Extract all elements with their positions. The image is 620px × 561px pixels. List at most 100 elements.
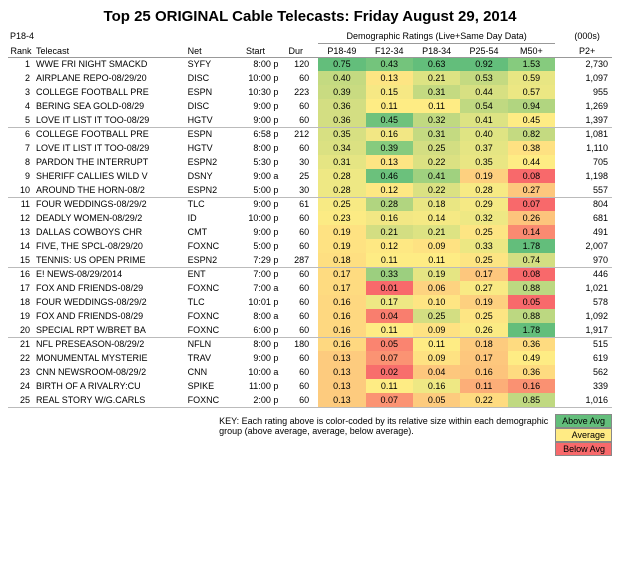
table-row: 4BERING SEA GOLD-08/29DISC9:00 p600.360.… [8, 99, 612, 113]
cell: 0.06 [413, 281, 460, 295]
cell: 0.18 [460, 337, 507, 351]
cell: 10 [8, 183, 34, 197]
cell: 10:00 a [231, 365, 281, 379]
cell: NFLN [186, 337, 231, 351]
table-row: 22MONUMENTAL MYSTERIETRAV9:00 p600.130.0… [8, 351, 612, 365]
cell: 0.25 [318, 197, 365, 211]
cell [311, 393, 318, 407]
cell: 8:00 p [231, 337, 281, 351]
table-row: 13DALLAS COWBOYS CHRCMT9:00 p600.190.210… [8, 225, 612, 239]
cell: 0.12 [366, 183, 413, 197]
cell: 0.08 [508, 169, 555, 183]
cell: 0.09 [413, 351, 460, 365]
cell: 619 [562, 351, 612, 365]
cell: 8 [8, 155, 34, 169]
cell: 2,730 [562, 57, 612, 71]
cell: 557 [562, 183, 612, 197]
cell: 212 [280, 127, 311, 141]
cell: 7:00 a [231, 281, 281, 295]
cell: 1,397 [562, 113, 612, 127]
cell: 5 [8, 113, 34, 127]
table-row: 18FOUR WEDDINGS-08/29/2TLC10:01 p600.160… [8, 295, 612, 309]
cell: 0.45 [366, 113, 413, 127]
cell: FOX AND FRIENDS-08/29 [34, 309, 186, 323]
cell: 0.19 [318, 225, 365, 239]
cell: 0.74 [508, 253, 555, 267]
cell: 0.14 [413, 211, 460, 225]
table-row: 9SHERIFF CALLIES WILD VDSNY9:00 a250.280… [8, 169, 612, 183]
col-net: Net [186, 43, 231, 57]
cell [311, 127, 318, 141]
cell: 0.23 [318, 211, 365, 225]
cell: 0.46 [366, 169, 413, 183]
legend-below: Below Avg [555, 442, 612, 456]
cell [555, 309, 562, 323]
cell: 0.85 [508, 393, 555, 407]
cell: 9 [8, 169, 34, 183]
cell: SPECIAL RPT W/BRET BA [34, 323, 186, 337]
col-p2554: P25-54 [460, 43, 507, 57]
cell: 0.07 [366, 351, 413, 365]
cell: 60 [280, 295, 311, 309]
cell: 6 [8, 127, 34, 141]
cell: 22 [8, 351, 34, 365]
cell: REAL STORY W/G.CARLS [34, 393, 186, 407]
cell: LOVE IT LIST IT TOO-08/29 [34, 113, 186, 127]
cell: 6:58 p [231, 127, 281, 141]
cell: 12 [8, 211, 34, 225]
table-row: 1WWE FRI NIGHT SMACKDSYFY8:00 p1200.750.… [8, 57, 612, 71]
cell: 0.49 [508, 351, 555, 365]
cell: ESPN2 [186, 183, 231, 197]
cell: 0.33 [366, 267, 413, 281]
cell: 0.09 [413, 323, 460, 337]
cell: NFL PRESEASON-08/29/2 [34, 337, 186, 351]
cell: 5:00 p [231, 239, 281, 253]
cell: 10:30 p [231, 85, 281, 99]
cell [311, 183, 318, 197]
table-row: 19FOX AND FRIENDS-08/29FOXNC8:00 a600.16… [8, 309, 612, 323]
cell: 0.40 [318, 71, 365, 85]
cell [555, 295, 562, 309]
cell: 0.88 [508, 281, 555, 295]
cell: 804 [562, 197, 612, 211]
cell: CNN NEWSROOM-08/29/2 [34, 365, 186, 379]
cell: 0.11 [366, 379, 413, 393]
cell: 0.07 [366, 393, 413, 407]
cell: ENT [186, 267, 231, 281]
cell: 14 [8, 239, 34, 253]
cell: 0.41 [413, 169, 460, 183]
cell: 1,021 [562, 281, 612, 295]
cell: 0.21 [413, 225, 460, 239]
cell: 0.08 [508, 267, 555, 281]
cell: 515 [562, 337, 612, 351]
table-row: 24BIRTH OF A RIVALRY:CUSPIKE11:00 p600.1… [8, 379, 612, 393]
cell: FOXNC [186, 239, 231, 253]
cell: 705 [562, 155, 612, 169]
cell: COLLEGE FOOTBALL PRE [34, 85, 186, 99]
cell: 2 [8, 71, 34, 85]
cell: 0.04 [366, 309, 413, 323]
cell: 30 [280, 183, 311, 197]
cell: 0.05 [413, 393, 460, 407]
cell: 0.10 [413, 295, 460, 309]
cell: 0.15 [366, 85, 413, 99]
cell: 0.13 [318, 365, 365, 379]
cell [555, 183, 562, 197]
table-row: 11FOUR WEDDINGS-08/29/2TLC9:00 p610.250.… [8, 197, 612, 211]
cell: 0.17 [366, 295, 413, 309]
cell: 10:01 p [231, 295, 281, 309]
cell: DSNY [186, 169, 231, 183]
cell: 5:00 p [231, 183, 281, 197]
cell: 9:00 a [231, 169, 281, 183]
cell: 0.11 [460, 379, 507, 393]
cell: 0.37 [460, 141, 507, 155]
table-row: 6COLLEGE FOOTBALL PREESPN6:58 p2120.350.… [8, 127, 612, 141]
cell: 19 [8, 309, 34, 323]
cell [311, 267, 318, 281]
col-p2: P2+ [562, 43, 612, 57]
cell: 6:00 p [231, 323, 281, 337]
cell: 23 [8, 365, 34, 379]
cell [311, 239, 318, 253]
cell: BERING SEA GOLD-08/29 [34, 99, 186, 113]
cell [555, 169, 562, 183]
